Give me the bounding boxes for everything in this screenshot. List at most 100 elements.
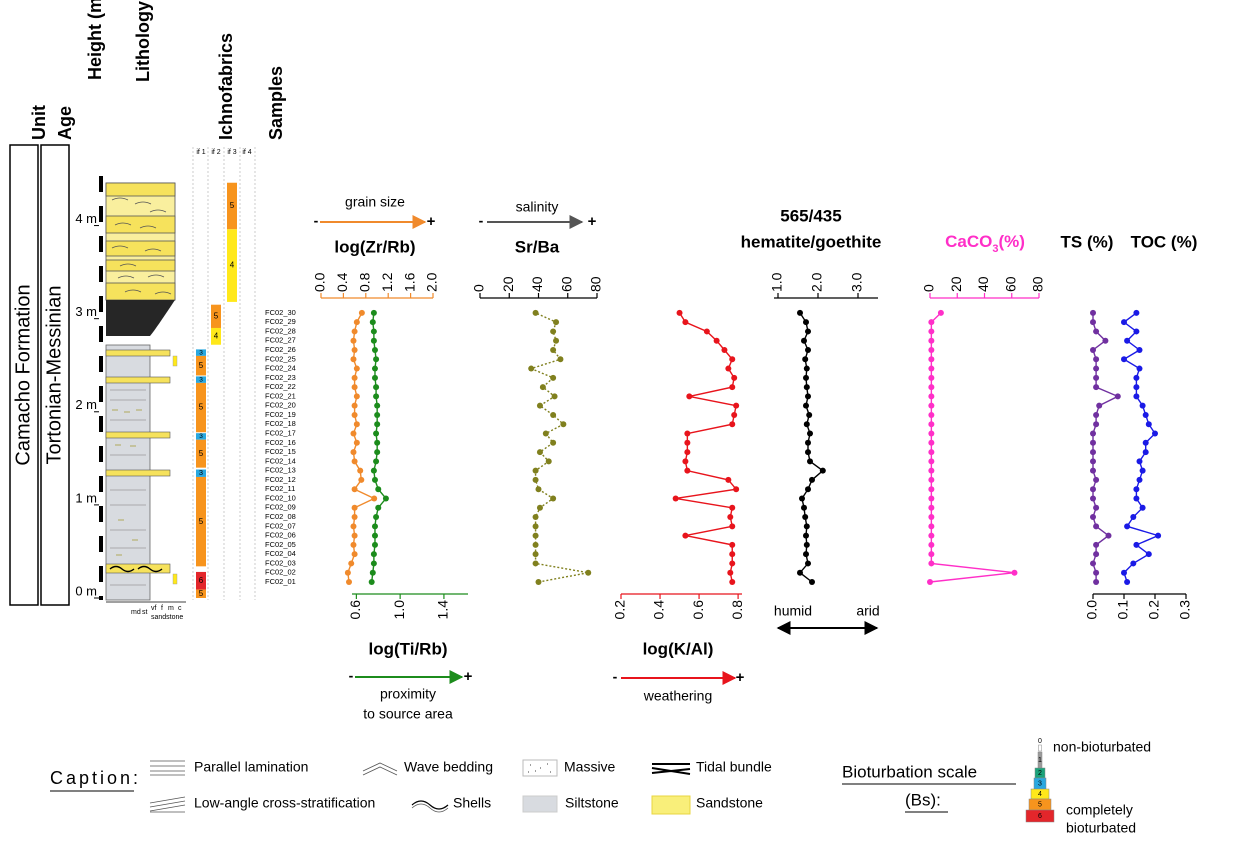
sign-high: + <box>588 213 597 230</box>
ichnofabric-bs: 4 <box>230 261 235 270</box>
point <box>1121 356 1127 362</box>
point <box>804 542 810 548</box>
point <box>533 551 539 557</box>
point <box>1090 319 1096 325</box>
point <box>371 338 377 344</box>
point <box>375 486 381 492</box>
ichnofabric-bs: 3 <box>199 376 203 383</box>
bioturbation-level-label: 1 <box>1038 757 1042 764</box>
point <box>560 421 566 427</box>
sample-label: FC02_16 <box>265 438 296 447</box>
point <box>928 458 934 464</box>
x-tick-label: 40 <box>975 276 991 292</box>
point <box>371 551 377 557</box>
point <box>348 560 354 566</box>
point <box>805 440 811 446</box>
point <box>537 505 543 511</box>
bioturbation-level-label: 4 <box>1038 791 1042 798</box>
bioturbation-top-label: non-bioturbated <box>1053 739 1151 755</box>
point <box>528 366 534 372</box>
x-tick-label: 40 <box>529 276 545 292</box>
point <box>928 431 934 437</box>
point <box>928 421 934 427</box>
point <box>1093 523 1099 529</box>
x-tick-label: 0.4 <box>334 272 350 292</box>
ichnofabric-column-label: if 2 <box>211 149 220 156</box>
point <box>352 514 358 520</box>
point <box>731 375 737 381</box>
point <box>682 458 688 464</box>
point <box>543 431 549 437</box>
point <box>729 384 735 390</box>
point <box>727 514 733 520</box>
point <box>684 468 690 474</box>
ichnofabric-bs: 5 <box>199 517 204 526</box>
sample-label: FC02_09 <box>265 503 296 512</box>
sample-label: FC02_25 <box>265 354 296 363</box>
point <box>350 523 356 529</box>
point <box>684 440 690 446</box>
point <box>375 505 381 511</box>
point <box>1140 505 1146 511</box>
height-tick-label: 2 m <box>75 397 97 412</box>
point <box>533 468 539 474</box>
point <box>1140 468 1146 474</box>
point <box>350 449 356 455</box>
point <box>1093 505 1099 511</box>
x-tick-label: 80 <box>1030 276 1046 292</box>
point <box>1093 356 1099 362</box>
sample-label: FC02_21 <box>265 391 296 400</box>
x-tick-label: 60 <box>1002 276 1018 292</box>
point <box>1137 347 1143 353</box>
bioturbation-level-label: 6 <box>1038 813 1042 820</box>
sample-label: FC02_10 <box>265 493 296 502</box>
x-tick-label: 0 <box>471 284 487 292</box>
lithology-scale-label: m <box>168 605 174 612</box>
point <box>550 347 556 353</box>
lithology-column <box>106 183 186 602</box>
point <box>352 375 358 381</box>
point <box>1146 421 1152 427</box>
point <box>1121 319 1127 325</box>
point <box>350 431 356 437</box>
point <box>684 449 690 455</box>
point <box>374 412 380 418</box>
point <box>533 477 539 483</box>
sample-label: FC02_29 <box>265 317 296 326</box>
point <box>354 393 360 399</box>
chart-title: hematite/goethite <box>741 232 882 251</box>
point <box>372 347 378 353</box>
x-tick-label: 0.0 <box>1084 600 1100 620</box>
point <box>1093 477 1099 483</box>
x-tick-label: 0.2 <box>1146 600 1162 620</box>
bioturbation-bottom-label: bioturbated <box>1066 820 1136 836</box>
point <box>928 542 934 548</box>
x-tick-label: 0.6 <box>690 600 706 620</box>
point <box>1102 338 1108 344</box>
sample-label: FC02_12 <box>265 475 296 484</box>
point <box>928 523 934 529</box>
point <box>1152 431 1158 437</box>
point <box>803 375 809 381</box>
point <box>801 338 807 344</box>
point <box>1090 560 1096 566</box>
point <box>350 356 356 362</box>
point <box>533 560 539 566</box>
point <box>725 477 731 483</box>
bioturbation-level-label: 0 <box>1038 738 1042 745</box>
point <box>546 458 552 464</box>
sign-low: - <box>314 213 319 229</box>
point <box>729 421 735 427</box>
point <box>805 486 811 492</box>
sample-label: FC02_18 <box>265 419 296 428</box>
point <box>1090 486 1096 492</box>
x-tick-label: 1.0 <box>769 272 785 292</box>
chart-title: 565/435 <box>780 206 841 225</box>
point <box>1011 570 1017 576</box>
point <box>553 338 559 344</box>
point <box>352 403 358 409</box>
point <box>928 328 934 334</box>
point <box>1137 366 1143 372</box>
point <box>1143 449 1149 455</box>
point <box>729 560 735 566</box>
